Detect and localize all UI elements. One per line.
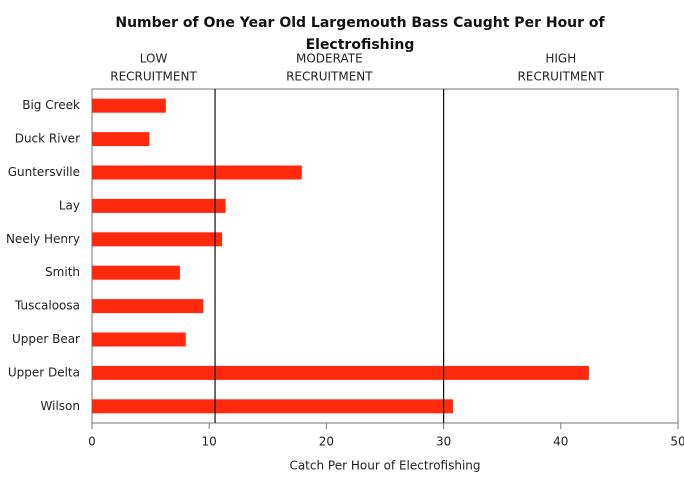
region-label: RECRUITMENT xyxy=(286,70,373,84)
x-axis-label: Catch Per Hour of Electrofishing xyxy=(289,459,480,473)
x-tick-label: 20 xyxy=(319,435,334,449)
y-tick-label: Wilson xyxy=(41,399,80,413)
region-label: MODERATE xyxy=(296,52,363,66)
x-tick-label: 10 xyxy=(202,435,217,449)
bar xyxy=(92,98,166,113)
region-label: RECRUITMENT xyxy=(518,70,605,84)
bar xyxy=(92,165,302,180)
x-tick-label: 0 xyxy=(88,435,96,449)
y-tick-label: Duck River xyxy=(15,132,80,146)
y-tick-label: Neely Henry xyxy=(6,232,80,246)
x-tick-label: 30 xyxy=(436,435,451,449)
region-label: HIGH xyxy=(545,52,576,66)
y-tick-label: Tuscaloosa xyxy=(14,299,80,313)
bar xyxy=(92,299,204,314)
chart-title: Number of One Year Old Largemouth Bass C… xyxy=(115,15,605,53)
region-label: RECRUITMENT xyxy=(110,70,197,84)
y-tick-label: Guntersville xyxy=(8,165,80,179)
y-tick-label: Upper Bear xyxy=(12,332,80,346)
bar xyxy=(92,232,223,247)
bar xyxy=(92,265,180,280)
bar xyxy=(92,132,150,147)
bar xyxy=(92,332,186,347)
x-tick-label: 50 xyxy=(670,435,684,449)
y-tick-label: Smith xyxy=(45,265,80,279)
region-label: LOW xyxy=(140,52,168,66)
y-tick-label: Upper Delta xyxy=(8,365,80,379)
bar xyxy=(92,198,226,213)
y-tick-label: Lay xyxy=(59,198,80,212)
bar xyxy=(92,399,453,414)
x-tick-label: 40 xyxy=(553,435,568,449)
plot-frame xyxy=(91,88,679,424)
y-tick-label: Big Creek xyxy=(22,98,80,112)
bar xyxy=(92,365,589,380)
